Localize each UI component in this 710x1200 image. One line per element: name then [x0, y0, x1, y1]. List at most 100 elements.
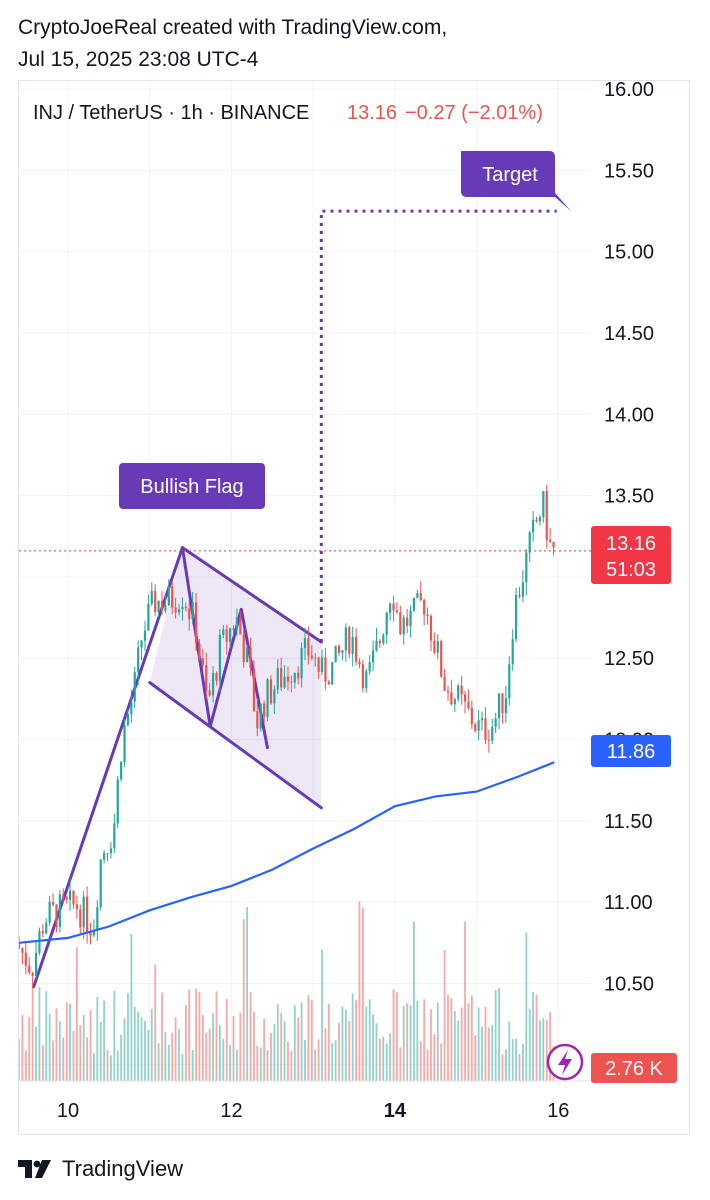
legend-price: 13.16: [347, 102, 397, 124]
y-tick-label: 15.00: [604, 242, 654, 264]
volume-bar: [440, 1043, 443, 1081]
volume-bar: [304, 1039, 306, 1081]
candle-body: [208, 690, 211, 696]
candle-body: [113, 823, 116, 849]
target-label[interactable]: Target: [461, 151, 571, 211]
candle-body: [320, 657, 324, 673]
candle-body: [211, 673, 215, 696]
candle-body: [307, 638, 310, 656]
candle-body: [348, 627, 351, 654]
candle-body: [235, 617, 239, 630]
volume-bar: [406, 1003, 409, 1081]
candle-body: [399, 612, 402, 635]
legend-change: −0.27 (−2.01%): [405, 102, 543, 124]
volume-bar: [205, 1032, 208, 1081]
candle-body: [436, 641, 439, 653]
bullish-flag-label[interactable]: Bullish Flag: [119, 463, 265, 509]
volume-bar: [542, 1018, 545, 1081]
volume-bar: [75, 947, 78, 1081]
footer-brand: TradingView: [62, 1156, 184, 1181]
candle-body: [463, 694, 467, 702]
volume-bar: [453, 1011, 456, 1081]
chart-caption-author: CryptoJoeReal created with TradingView.c…: [18, 16, 448, 39]
y-tick-label: 11.00: [604, 892, 653, 914]
volume-bar: [191, 1049, 194, 1081]
candle-body: [477, 720, 480, 731]
candle-body: [450, 692, 453, 705]
volume-bar: [38, 987, 41, 1081]
candle-body: [446, 690, 450, 693]
candle-body: [402, 617, 405, 635]
candle-body: [535, 519, 538, 522]
volume-bar: [327, 1003, 330, 1081]
x-tick-label: 16: [547, 1100, 569, 1122]
candle-body: [249, 647, 252, 669]
candle-body: [188, 608, 191, 620]
candle-body: [549, 539, 552, 542]
volume-bar: [426, 1049, 429, 1081]
volume-bar: [549, 1012, 552, 1081]
volume-bar: [368, 999, 371, 1081]
candle-body: [508, 664, 511, 699]
volume-bar: [116, 1050, 119, 1081]
volume-bar: [236, 1049, 238, 1081]
volume-bar: [419, 1041, 422, 1081]
volume-bar: [443, 950, 446, 1081]
candle-body: [242, 634, 245, 663]
candle-body: [96, 907, 99, 931]
candle-body: [276, 667, 279, 690]
tradingview-logo-icon: [18, 1160, 51, 1178]
candle-body: [92, 930, 96, 936]
volume-bar: [528, 1008, 531, 1081]
price-chart[interactable]: 10.0010.5011.0011.5012.0012.5013.0013.50…: [19, 81, 690, 1135]
candle-body: [164, 605, 167, 611]
candle-body: [460, 685, 463, 695]
current-price-badge: 13.16 51:03: [591, 526, 671, 584]
candle-body: [205, 665, 208, 691]
y-tick-label: 16.00: [604, 81, 654, 101]
symbol-legend[interactable]: INJ / TetherUS · 1h · BINANCE 13.16 −0.2…: [33, 102, 543, 124]
volume-bar: [470, 995, 473, 1081]
volume-bar: [79, 1025, 82, 1081]
candle-body: [82, 896, 85, 928]
volume-bar: [382, 1036, 385, 1081]
volume-bar: [69, 1003, 71, 1081]
x-tick-label: 12: [220, 1100, 242, 1122]
candle-body: [365, 671, 368, 689]
volume-bar: [385, 1043, 388, 1081]
volume-bar: [307, 995, 310, 1081]
lightning-icon[interactable]: [546, 1043, 584, 1081]
candle-body: [518, 595, 521, 597]
chart-area[interactable]: 10.0010.5011.0011.5012.0012.5013.0013.50…: [18, 80, 690, 1135]
volume-bar: [338, 1022, 340, 1081]
candle-body: [24, 952, 27, 966]
candle-body: [48, 901, 51, 923]
y-tick-label: 13.50: [604, 486, 654, 508]
overlays: [19, 209, 591, 642]
volume-bar: [120, 1034, 123, 1081]
volume-bar: [498, 987, 500, 1081]
bullish-flag-pattern[interactable]: [32, 546, 323, 989]
volume-bar: [416, 1000, 419, 1081]
candle-body: [538, 517, 542, 522]
volume-bar: [127, 993, 129, 1081]
volume-bar: [344, 1009, 347, 1081]
candle-body: [252, 668, 256, 712]
candle-body: [157, 600, 160, 613]
candle-body: [201, 658, 204, 666]
candle-body: [290, 681, 293, 683]
volume-bar: [379, 1038, 381, 1081]
volume-bar: [232, 1016, 235, 1081]
volume-bar: [532, 991, 535, 1081]
candle-body: [385, 612, 388, 635]
candle-body: [191, 602, 194, 620]
volume-bar: [348, 1020, 351, 1081]
volume-bar: [52, 1040, 54, 1081]
candle-body: [45, 922, 48, 934]
candle-body: [239, 617, 242, 635]
volume-bar: [19, 1038, 20, 1081]
moving-average-badge-value: 11.86: [607, 741, 656, 763]
pattern-line: [32, 546, 184, 989]
volume-bar: [457, 1020, 460, 1081]
volume-bar: [137, 1011, 140, 1081]
